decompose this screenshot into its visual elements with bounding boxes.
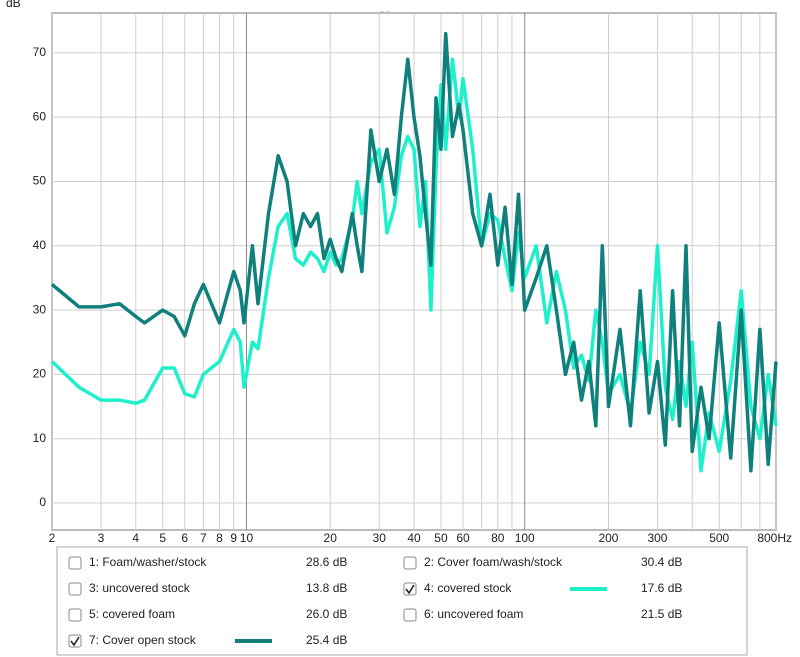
y-tick-label: 0: [39, 495, 46, 509]
legend-name[interactable]: 7: Cover open stock: [89, 633, 197, 647]
legend-level: 28.6 dB: [306, 555, 347, 569]
x-tick-label: 3: [98, 531, 105, 545]
x-tick-label: 300: [647, 531, 667, 545]
legend-level: 13.8 dB: [306, 581, 347, 595]
x-tick-label: 500: [709, 531, 729, 545]
x-tick-label: 50: [434, 531, 448, 545]
legend-level: 21.5 dB: [641, 607, 682, 621]
x-tick-label: 7: [200, 531, 207, 545]
checkmark[interactable]: [70, 636, 80, 647]
legend-level: 30.4 dB: [641, 555, 682, 569]
x-tick-label: 100: [515, 531, 535, 545]
x-tick-label: 40: [407, 531, 421, 545]
legend-name[interactable]: 6: uncovered foam: [424, 607, 523, 621]
y-tick-label: 60: [33, 109, 47, 123]
x-tick-label: 80: [491, 531, 505, 545]
x-tick-label: 200: [598, 531, 618, 545]
legend-panel: [56, 546, 748, 656]
legend-name[interactable]: 4: covered stock: [424, 581, 512, 595]
x-tick-label: 800Hz: [757, 531, 792, 545]
y-tick-label: 20: [33, 367, 47, 381]
x-tick-label: 9: [230, 531, 237, 545]
checkbox[interactable]: [403, 582, 417, 596]
series-line: [50, 31, 778, 473]
x-tick-label: 5: [159, 531, 166, 545]
y-tick-label: 70: [33, 45, 47, 59]
x-tick-label: 10: [240, 531, 254, 545]
legend-name[interactable]: 3: uncovered stock: [89, 581, 191, 595]
checkmark[interactable]: [405, 584, 415, 595]
y-tick-label: 10: [33, 431, 47, 445]
x-tick-label: 8: [216, 531, 223, 545]
x-tick-label: 60: [456, 531, 470, 545]
checkbox[interactable]: [68, 634, 82, 648]
x-tick-label: 4: [132, 531, 139, 545]
legend-name[interactable]: 2: Cover foam/wash/stock: [424, 555, 563, 569]
x-tick-label: 20: [324, 531, 338, 545]
legend-level: 26.0 dB: [306, 607, 347, 621]
y-tick-label: 30: [33, 302, 47, 316]
checkbox[interactable]: [68, 608, 82, 622]
y-tick-label: 40: [33, 238, 47, 252]
checkbox[interactable]: [68, 582, 82, 596]
y-tick-label: 50: [33, 174, 47, 188]
y-axis-label: dB: [6, 0, 21, 10]
legend-name[interactable]: 1: Foam/washer/stock: [89, 555, 207, 569]
legend-level: 25.4 dB: [306, 633, 347, 647]
checkbox[interactable]: [68, 556, 82, 570]
checkbox[interactable]: [403, 608, 417, 622]
legend-name[interactable]: 5: covered foam: [89, 607, 175, 621]
x-tick-label: 2: [49, 531, 56, 545]
checkbox[interactable]: [403, 556, 417, 570]
x-tick-label: 6: [181, 531, 188, 545]
x-tick-label: 30: [373, 531, 387, 545]
legend-level: 17.6 dB: [641, 581, 682, 595]
